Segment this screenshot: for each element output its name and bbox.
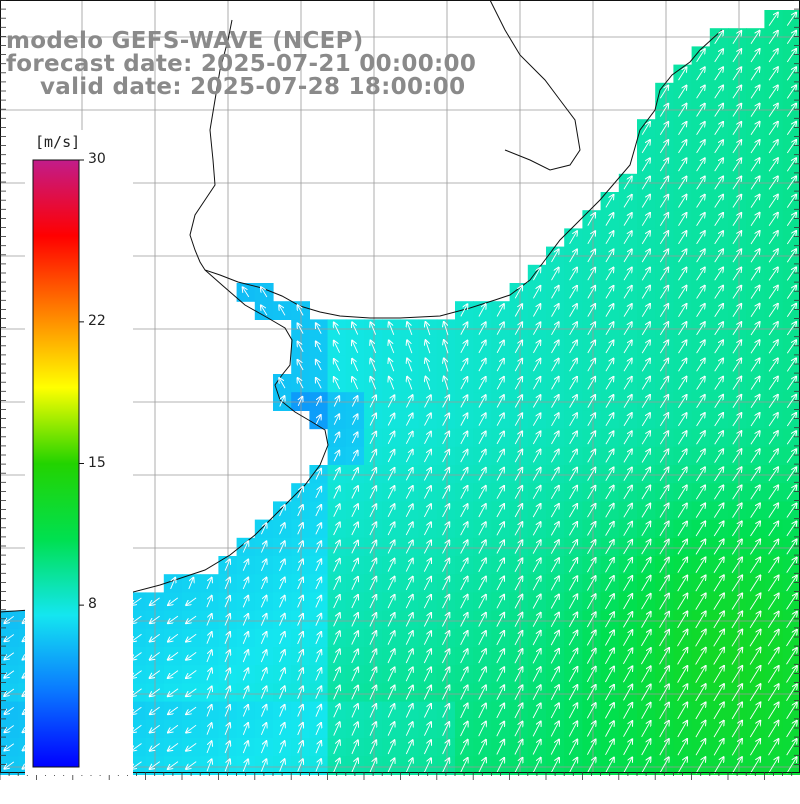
colorbar-tick-label: 8 bbox=[88, 596, 97, 613]
coastline-north bbox=[189, 19, 723, 319]
coastline-south bbox=[0, 269, 329, 613]
wind-arrow bbox=[714, 49, 723, 63]
wind-arrow bbox=[750, 67, 760, 81]
wind-arrow bbox=[696, 49, 705, 63]
wind-arrow bbox=[732, 31, 741, 44]
colorbar bbox=[25, 130, 133, 775]
wind-arrow bbox=[750, 49, 760, 63]
colorbar-ramp bbox=[32, 159, 80, 768]
wind-vectors bbox=[4, 13, 797, 774]
wind-arrow bbox=[786, 31, 796, 45]
wind-arrow bbox=[786, 49, 796, 63]
valid-date: valid date: 2025-07-28 18:00:00 bbox=[40, 74, 466, 100]
wind-arrow bbox=[732, 67, 741, 81]
wind-arrow bbox=[732, 86, 741, 99]
colorbar-tick-label: 15 bbox=[88, 454, 106, 471]
wind-arrow bbox=[786, 67, 796, 81]
wind-arrow bbox=[659, 86, 668, 99]
wind-arrow bbox=[768, 13, 778, 26]
wind-arrow bbox=[768, 31, 778, 45]
wind-arrow bbox=[678, 67, 687, 81]
wind-arrow bbox=[768, 67, 778, 81]
wind-arrow bbox=[768, 49, 778, 63]
coastline bbox=[0, 0, 723, 613]
wind-arrow bbox=[714, 86, 723, 99]
wind-arrow bbox=[732, 49, 741, 63]
colorbar-tick-label: 30 bbox=[88, 151, 106, 167]
wind-arrow bbox=[696, 86, 705, 99]
wind-arrow bbox=[714, 67, 723, 81]
colorbar-unit: [m/s] bbox=[35, 133, 81, 151]
wind-arrow bbox=[678, 86, 687, 99]
lagoon-shore bbox=[489, 0, 581, 171]
wind-arrow bbox=[750, 31, 760, 45]
wind-arrow bbox=[696, 67, 705, 81]
wind-arrow bbox=[750, 85, 760, 99]
colorbar-tick-label: 22 bbox=[88, 312, 106, 329]
wind-arrow bbox=[714, 31, 723, 44]
wind-arrow bbox=[786, 13, 796, 26]
